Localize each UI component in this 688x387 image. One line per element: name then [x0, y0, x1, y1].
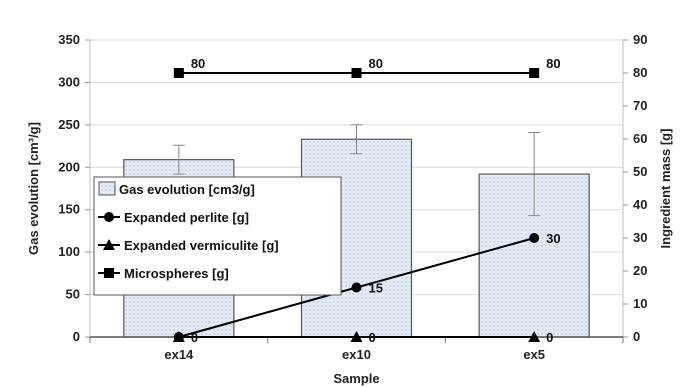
data-label-square: 80	[546, 56, 560, 71]
axis-layer: 0501001502002503003500102030405060708090…	[26, 32, 673, 386]
label-layer: 15 30 0 0 0 80 80 80	[191, 56, 561, 345]
y2-axis-title: Ingredient mass [g]	[658, 129, 673, 249]
y-axis-title: Gas evolution [cm³/g]	[26, 122, 41, 255]
left-tick-label: 250	[58, 117, 80, 132]
right-tick-label: 0	[633, 329, 640, 344]
left-tick-label: 100	[58, 244, 80, 259]
legend-label-triangle: Expanded vermiculite [g]	[124, 238, 279, 253]
legend-label-gas: Gas evolution [cm3/g]	[119, 182, 255, 197]
right-tick-label: 20	[633, 263, 647, 278]
right-tick-label: 40	[633, 197, 647, 212]
x-axis-title: Sample	[333, 371, 379, 386]
right-tick-label: 50	[633, 164, 647, 179]
line-layer	[172, 68, 541, 342]
point-triangle-ex14	[172, 331, 185, 342]
point-circle-ex10	[351, 282, 362, 293]
point-square-ex14	[173, 68, 184, 78]
right-tick-label: 10	[633, 296, 647, 311]
right-tick-label: 60	[633, 131, 647, 146]
right-tick-label: 80	[633, 65, 647, 80]
left-tick-label: 150	[58, 202, 80, 217]
right-tick-label: 90	[633, 32, 647, 47]
point-square-ex5	[529, 68, 540, 78]
legend: Gas evolution [cm3/g] Expanded perlite [g…	[93, 176, 342, 296]
point-circle-ex5	[529, 233, 540, 243]
left-tick-label: 300	[58, 74, 80, 89]
legend-label-circle: Expanded perlite [g]	[124, 210, 249, 225]
data-label-triangle: 0	[191, 330, 198, 345]
data-label-square: 80	[191, 56, 205, 71]
data-label-triangle: 0	[369, 330, 376, 345]
left-tick-label: 50	[66, 287, 80, 302]
legend-marker-circle	[104, 212, 114, 222]
data-label-circle: 30	[546, 231, 560, 246]
legend-swatch-bar	[98, 181, 116, 196]
legend-marker-triangle	[103, 239, 115, 250]
left-tick-label: 0	[73, 329, 80, 344]
legend-box	[93, 176, 342, 296]
data-label-triangle: 0	[546, 330, 553, 345]
right-tick-label: 70	[633, 98, 647, 113]
point-triangle-ex10	[350, 331, 363, 342]
data-label-circle: 15	[369, 281, 383, 296]
legend-marker-square	[104, 268, 114, 278]
point-square-ex10	[351, 68, 362, 78]
right-tick-label: 30	[633, 230, 647, 245]
left-tick-label: 350	[58, 32, 80, 47]
x-tick-label-ex10: ex10	[342, 347, 371, 362]
x-tick-label-ex14: ex14	[164, 347, 194, 362]
left-tick-label: 200	[58, 159, 80, 174]
data-label-square: 80	[369, 56, 383, 71]
x-tick-label-ex5: ex5	[523, 347, 545, 362]
point-triangle-ex5	[528, 331, 541, 342]
legend-label-square: Microspheres [g]	[124, 266, 229, 281]
